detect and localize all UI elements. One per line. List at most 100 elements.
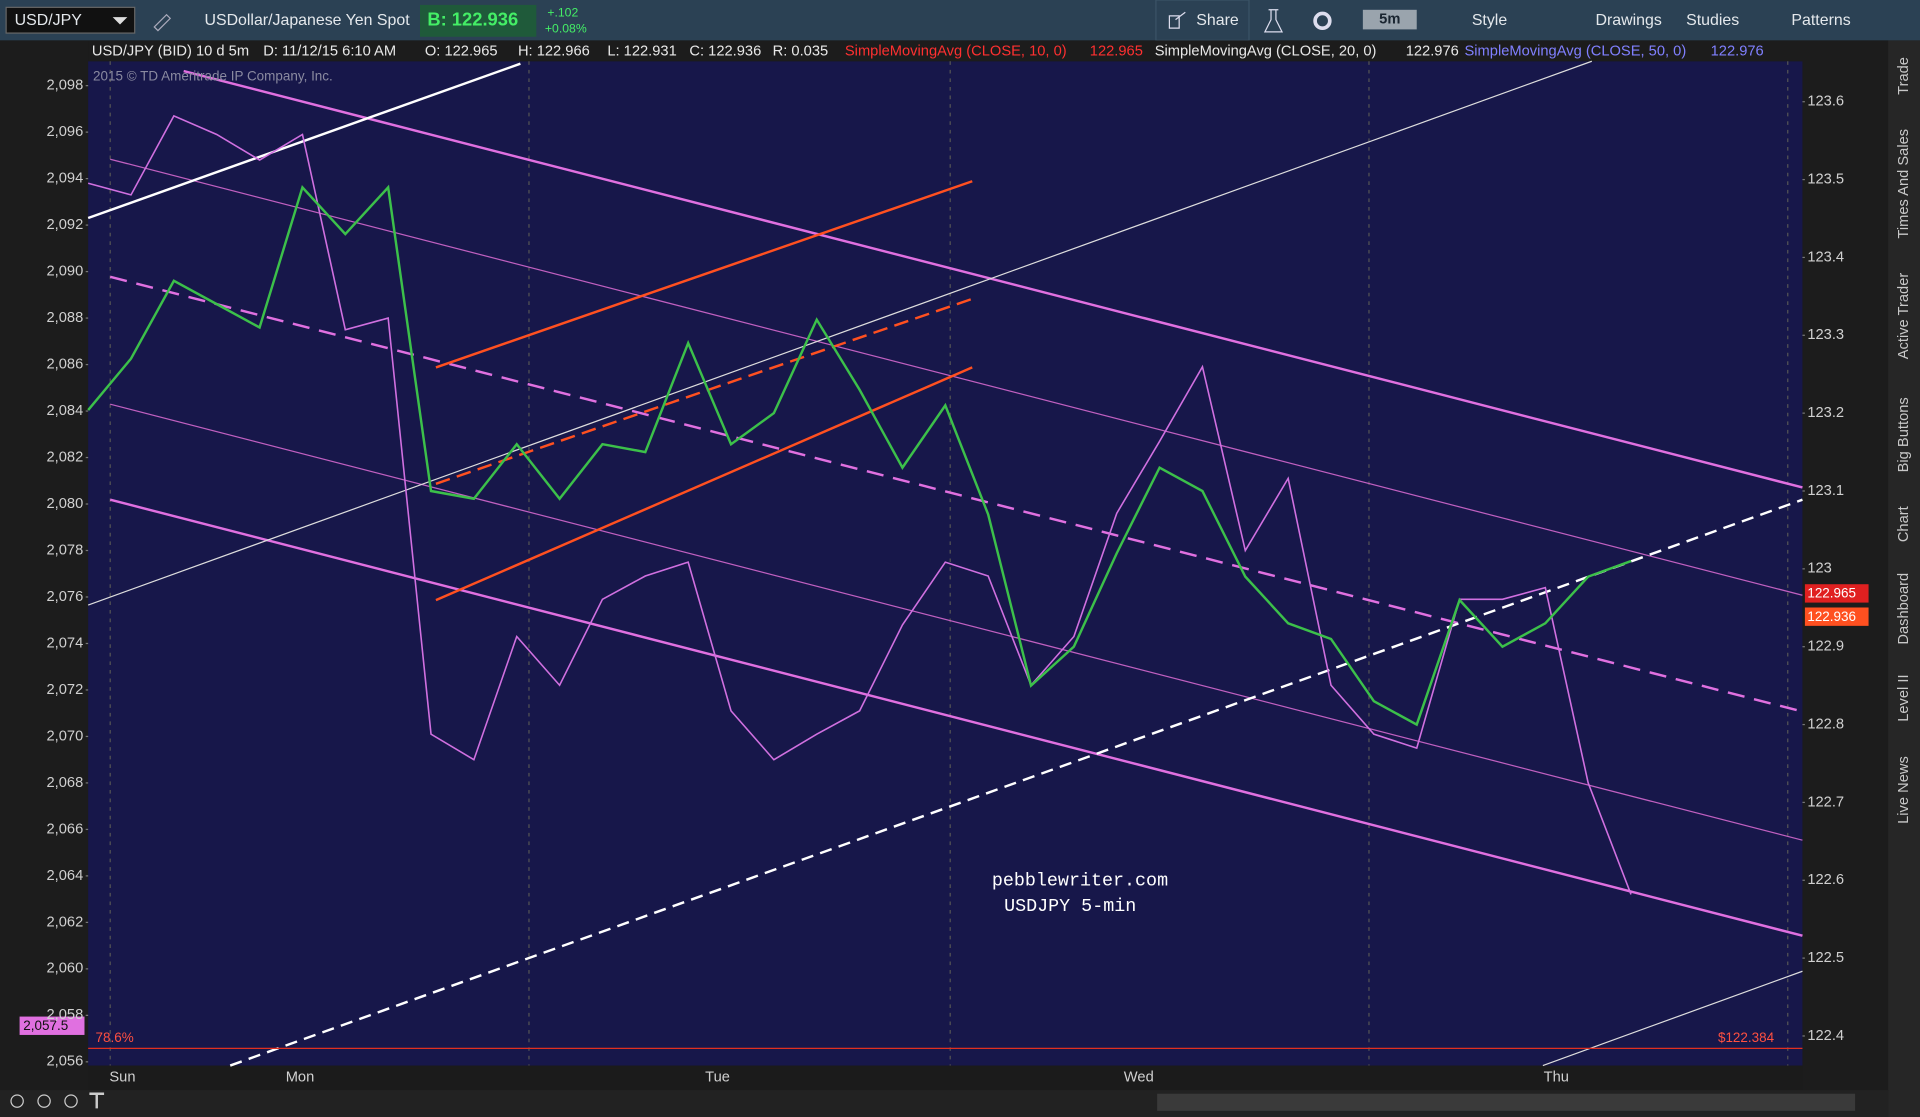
sidebar-tab[interactable]: Live News (1896, 756, 1912, 824)
right-tick-label: 123.6 (1807, 94, 1844, 110)
left-marker: 2,057.5 (23, 1018, 68, 1033)
left-tick-label: 2,086 (47, 356, 84, 372)
left-tick-label: 2,074 (47, 635, 84, 651)
zoom-out[interactable] (10, 1094, 24, 1108)
interval-box[interactable] (1362, 9, 1417, 30)
dropdown-arrow (112, 17, 128, 25)
left-tick-label: 2,084 (47, 403, 84, 419)
patterns[interactable]: Patterns (1791, 12, 1850, 29)
day-label: Thu (1544, 1070, 1569, 1086)
settings-icon[interactable] (1313, 11, 1332, 31)
left-marker-box (19, 1016, 85, 1035)
channel-line (110, 403, 1803, 841)
left-tick-label: 2,072 (47, 682, 84, 698)
sidebar-tab[interactable]: Times And Sales (1896, 129, 1912, 239)
left-tick-label: 2,080 (47, 496, 84, 512)
left-tick-label: 2,058 (47, 1007, 84, 1023)
annotation: pebblewriter.com (992, 870, 1168, 891)
sidebar-tab[interactable]: Chart (1896, 506, 1912, 542)
info-close: C: 122.936 (689, 43, 761, 59)
price-tag: 122.936 (1807, 609, 1856, 624)
description: USDollar/Japanese Yen Spot (204, 12, 410, 29)
link-icon[interactable] (153, 13, 172, 32)
left-tick-label: 2,098 (47, 78, 84, 94)
left-tick-label: 2,070 (47, 728, 84, 744)
left-tick-label: 2,090 (47, 263, 84, 279)
info-range: R: 0.035 (773, 43, 829, 59)
bid: B: 122.936 (427, 9, 518, 30)
sidebar (1888, 40, 1920, 1117)
left-tick-label: 2,062 (47, 914, 84, 930)
sidebar-tab[interactable]: Dashboard (1896, 573, 1912, 645)
right-tick-label: 122.8 (1807, 716, 1844, 732)
sidebar-tab[interactable]: Level II (1896, 674, 1912, 721)
right-tick-label: 123.1 (1807, 483, 1844, 499)
series-layer (87, 114, 1632, 895)
left-axis-panel (0, 40, 89, 1091)
change: +.102 (547, 6, 578, 20)
channel-line (110, 158, 1803, 596)
left-tick-label: 2,066 (47, 821, 84, 837)
left-tick-label: 2,092 (47, 217, 84, 233)
day-label: Tue (705, 1070, 730, 1086)
orange-mid (435, 297, 973, 485)
right-tick-label: 123 (1807, 561, 1832, 577)
series-line (87, 184, 1632, 727)
change-pct: +0.08% (545, 22, 587, 36)
watermark: 2015 © TD Ameritrade IP Company, Inc. (93, 69, 333, 84)
interval[interactable]: 5m (1379, 11, 1400, 27)
study-value: 122.976 (1406, 43, 1459, 59)
right-tick-label: 122.6 (1807, 872, 1844, 888)
study-value: 122.976 (1711, 43, 1764, 59)
share[interactable]: Share (1196, 12, 1239, 29)
study-value: 122.965 (1090, 43, 1143, 59)
right-tick-label: 122.5 (1807, 950, 1844, 966)
bid-box (420, 4, 537, 37)
white-dashed (229, 498, 1803, 1067)
flask-icon[interactable] (1263, 9, 1284, 33)
price-tag: 122.965 (1807, 586, 1856, 601)
sidebar-tab[interactable]: Trade (1896, 57, 1912, 95)
right-tick-label: 122.9 (1807, 639, 1844, 655)
zoom-in[interactable] (37, 1094, 51, 1108)
right-tick-label: 123.5 (1807, 171, 1844, 187)
share-icon (1168, 11, 1186, 29)
study-label: SimpleMovingAvg (CLOSE, 20, 0) (1155, 43, 1377, 59)
symbol[interactable]: USD/JPY (15, 12, 83, 29)
left-tick-label: 2,056 (47, 1054, 84, 1070)
fib-label: 78.6% (96, 1030, 134, 1045)
price-tag-box (1804, 584, 1869, 603)
scrollbar[interactable] (1157, 1093, 1856, 1111)
channel-line (183, 69, 1803, 489)
style[interactable]: Style (1472, 12, 1508, 29)
symbol-box[interactable] (5, 6, 136, 34)
right-tick-label: 123.2 (1807, 405, 1844, 421)
right-tick-label: 122.7 (1807, 794, 1844, 810)
sidebar-tab[interactable]: Active Trader (1896, 273, 1912, 360)
orange-channel (435, 366, 973, 602)
share-button[interactable] (1155, 0, 1250, 42)
right-tick-label: 122.4 (1807, 1028, 1844, 1044)
series-line (87, 114, 1632, 895)
sidebar-tab[interactable]: Big Buttons (1896, 397, 1912, 472)
zoom-fit[interactable] (64, 1094, 78, 1108)
price-tag-box (1804, 607, 1869, 626)
right-axis-panel (1802, 40, 1889, 1091)
trendlines (87, 60, 1803, 1067)
studies[interactable]: Studies (1686, 12, 1739, 29)
left-tick-label: 2,088 (47, 310, 84, 326)
drawings[interactable]: Drawings (1596, 12, 1662, 29)
toolbar (0, 0, 1920, 41)
day-label: Sun (109, 1070, 135, 1086)
channel-mid (109, 275, 1803, 713)
text-tool[interactable] (89, 1092, 105, 1109)
low-label: $122.384 (1718, 1030, 1775, 1045)
left-tick-label: 2,094 (47, 170, 84, 186)
info-open: O: 122.965 (425, 43, 498, 59)
left-tick-label: 2,078 (47, 542, 84, 558)
left-tick-label: 2,064 (47, 868, 84, 884)
left-tick-label: 2,068 (47, 775, 84, 791)
annotation: USDJPY 5-min (1004, 896, 1136, 917)
